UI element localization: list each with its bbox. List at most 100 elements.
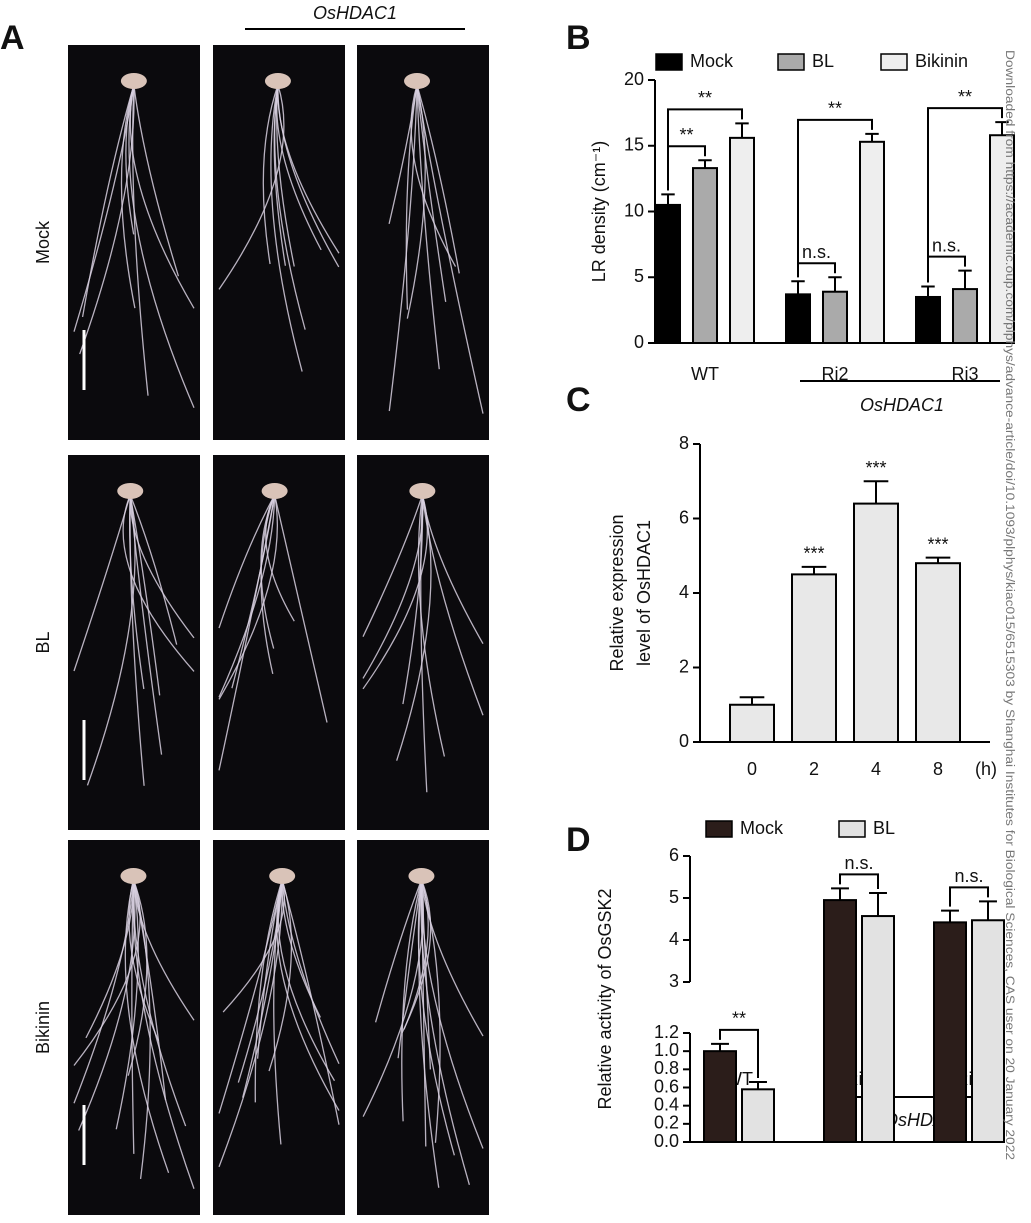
- y-axis-label: level of OsHDAC1: [634, 520, 654, 666]
- bar: [952, 288, 978, 344]
- root: [132, 879, 167, 1101]
- root: [420, 494, 428, 793]
- bar: [853, 502, 899, 743]
- legend-swatch: [880, 53, 908, 71]
- root: [260, 494, 276, 674]
- error-bar: [863, 480, 889, 504]
- y-tick-label: 6: [669, 845, 679, 865]
- seed: [409, 483, 436, 499]
- root: [128, 879, 160, 1042]
- root: [86, 494, 136, 786]
- error-bar: [735, 122, 749, 138]
- root: [129, 494, 178, 645]
- root: [401, 879, 423, 1122]
- seed: [404, 73, 431, 89]
- bar: [703, 1050, 737, 1143]
- x-tick-label: Ri3: [951, 364, 978, 384]
- seed: [120, 73, 147, 89]
- y-tick-label: 5: [669, 887, 679, 907]
- legend-swatch: [777, 53, 805, 71]
- root: [402, 494, 424, 705]
- row-label: Mock: [33, 220, 53, 264]
- root: [273, 494, 328, 723]
- significance-bracket: [797, 118, 873, 278]
- root: [127, 879, 148, 1076]
- significance-label: **: [732, 1009, 746, 1029]
- bar: [915, 562, 961, 744]
- error-bar: [711, 1042, 729, 1052]
- significance-label: ***: [927, 534, 948, 554]
- bar: [861, 915, 895, 1143]
- y-tick-label: 6: [679, 507, 689, 527]
- legend-label: BL: [812, 51, 834, 71]
- root: [276, 84, 295, 267]
- x-tick-label: 4: [871, 759, 881, 779]
- bar: [915, 295, 941, 345]
- root: [129, 494, 145, 786]
- y-tick-label: 0.2: [654, 1113, 679, 1133]
- significance-label: ***: [803, 544, 824, 564]
- bar: [785, 293, 811, 344]
- significance-bracket: [839, 873, 879, 889]
- y-tick-label: 20: [624, 69, 644, 89]
- seed: [117, 483, 144, 499]
- root: [132, 879, 187, 1127]
- seed: [269, 868, 296, 884]
- significance-bracket: [719, 1028, 759, 1079]
- bar: [859, 140, 885, 344]
- error-bar: [869, 891, 887, 917]
- root: [129, 494, 163, 755]
- root: [416, 84, 447, 302]
- root: [218, 494, 278, 700]
- root: [120, 84, 136, 309]
- significance-bracket: [667, 108, 743, 191]
- bar: [729, 703, 775, 743]
- legend-label: Mock: [740, 818, 784, 838]
- bar: [741, 1088, 775, 1143]
- root: [410, 84, 457, 267]
- y-tick-label: 0.6: [654, 1076, 679, 1096]
- bar: [933, 921, 967, 1143]
- legend-swatch: [838, 820, 866, 838]
- root: [237, 879, 283, 1083]
- group-label: OsHDAC1: [860, 395, 944, 415]
- root: [420, 879, 432, 1070]
- root: [81, 84, 135, 318]
- root: [73, 84, 135, 332]
- y-tick-label: 2: [679, 656, 689, 676]
- root: [270, 84, 303, 372]
- root: [124, 879, 170, 1173]
- panel-letter: C: [566, 381, 591, 419]
- y-tick-label: 1.2: [654, 1022, 679, 1042]
- photo: [357, 45, 489, 440]
- root: [79, 84, 135, 355]
- root: [132, 84, 149, 396]
- root: [403, 879, 429, 1030]
- root: [416, 84, 440, 370]
- root: [218, 494, 276, 771]
- root: [277, 84, 340, 268]
- x-tick-label: 8: [933, 759, 943, 779]
- y-tick-label: 4: [679, 582, 689, 602]
- legend-label: BL: [873, 818, 895, 838]
- panel-letter: B: [566, 19, 591, 57]
- legend-label: Bikinin: [915, 51, 968, 71]
- legend-swatch: [655, 53, 683, 71]
- x-tick-label: WT: [691, 364, 719, 384]
- error-bar: [791, 280, 805, 295]
- root: [73, 494, 131, 672]
- significance-label: n.s.: [932, 235, 961, 255]
- root: [78, 879, 136, 1131]
- panel-letter: D: [566, 821, 591, 859]
- root: [222, 879, 285, 1013]
- root: [129, 84, 195, 309]
- root: [420, 879, 484, 1037]
- root: [416, 84, 460, 274]
- x-tick-label: Ri2: [821, 364, 848, 384]
- root: [416, 84, 484, 414]
- root: [401, 879, 432, 1034]
- bar: [692, 167, 718, 344]
- root: [388, 84, 418, 224]
- y-tick-label: 0.0: [654, 1131, 679, 1151]
- seed: [264, 73, 291, 89]
